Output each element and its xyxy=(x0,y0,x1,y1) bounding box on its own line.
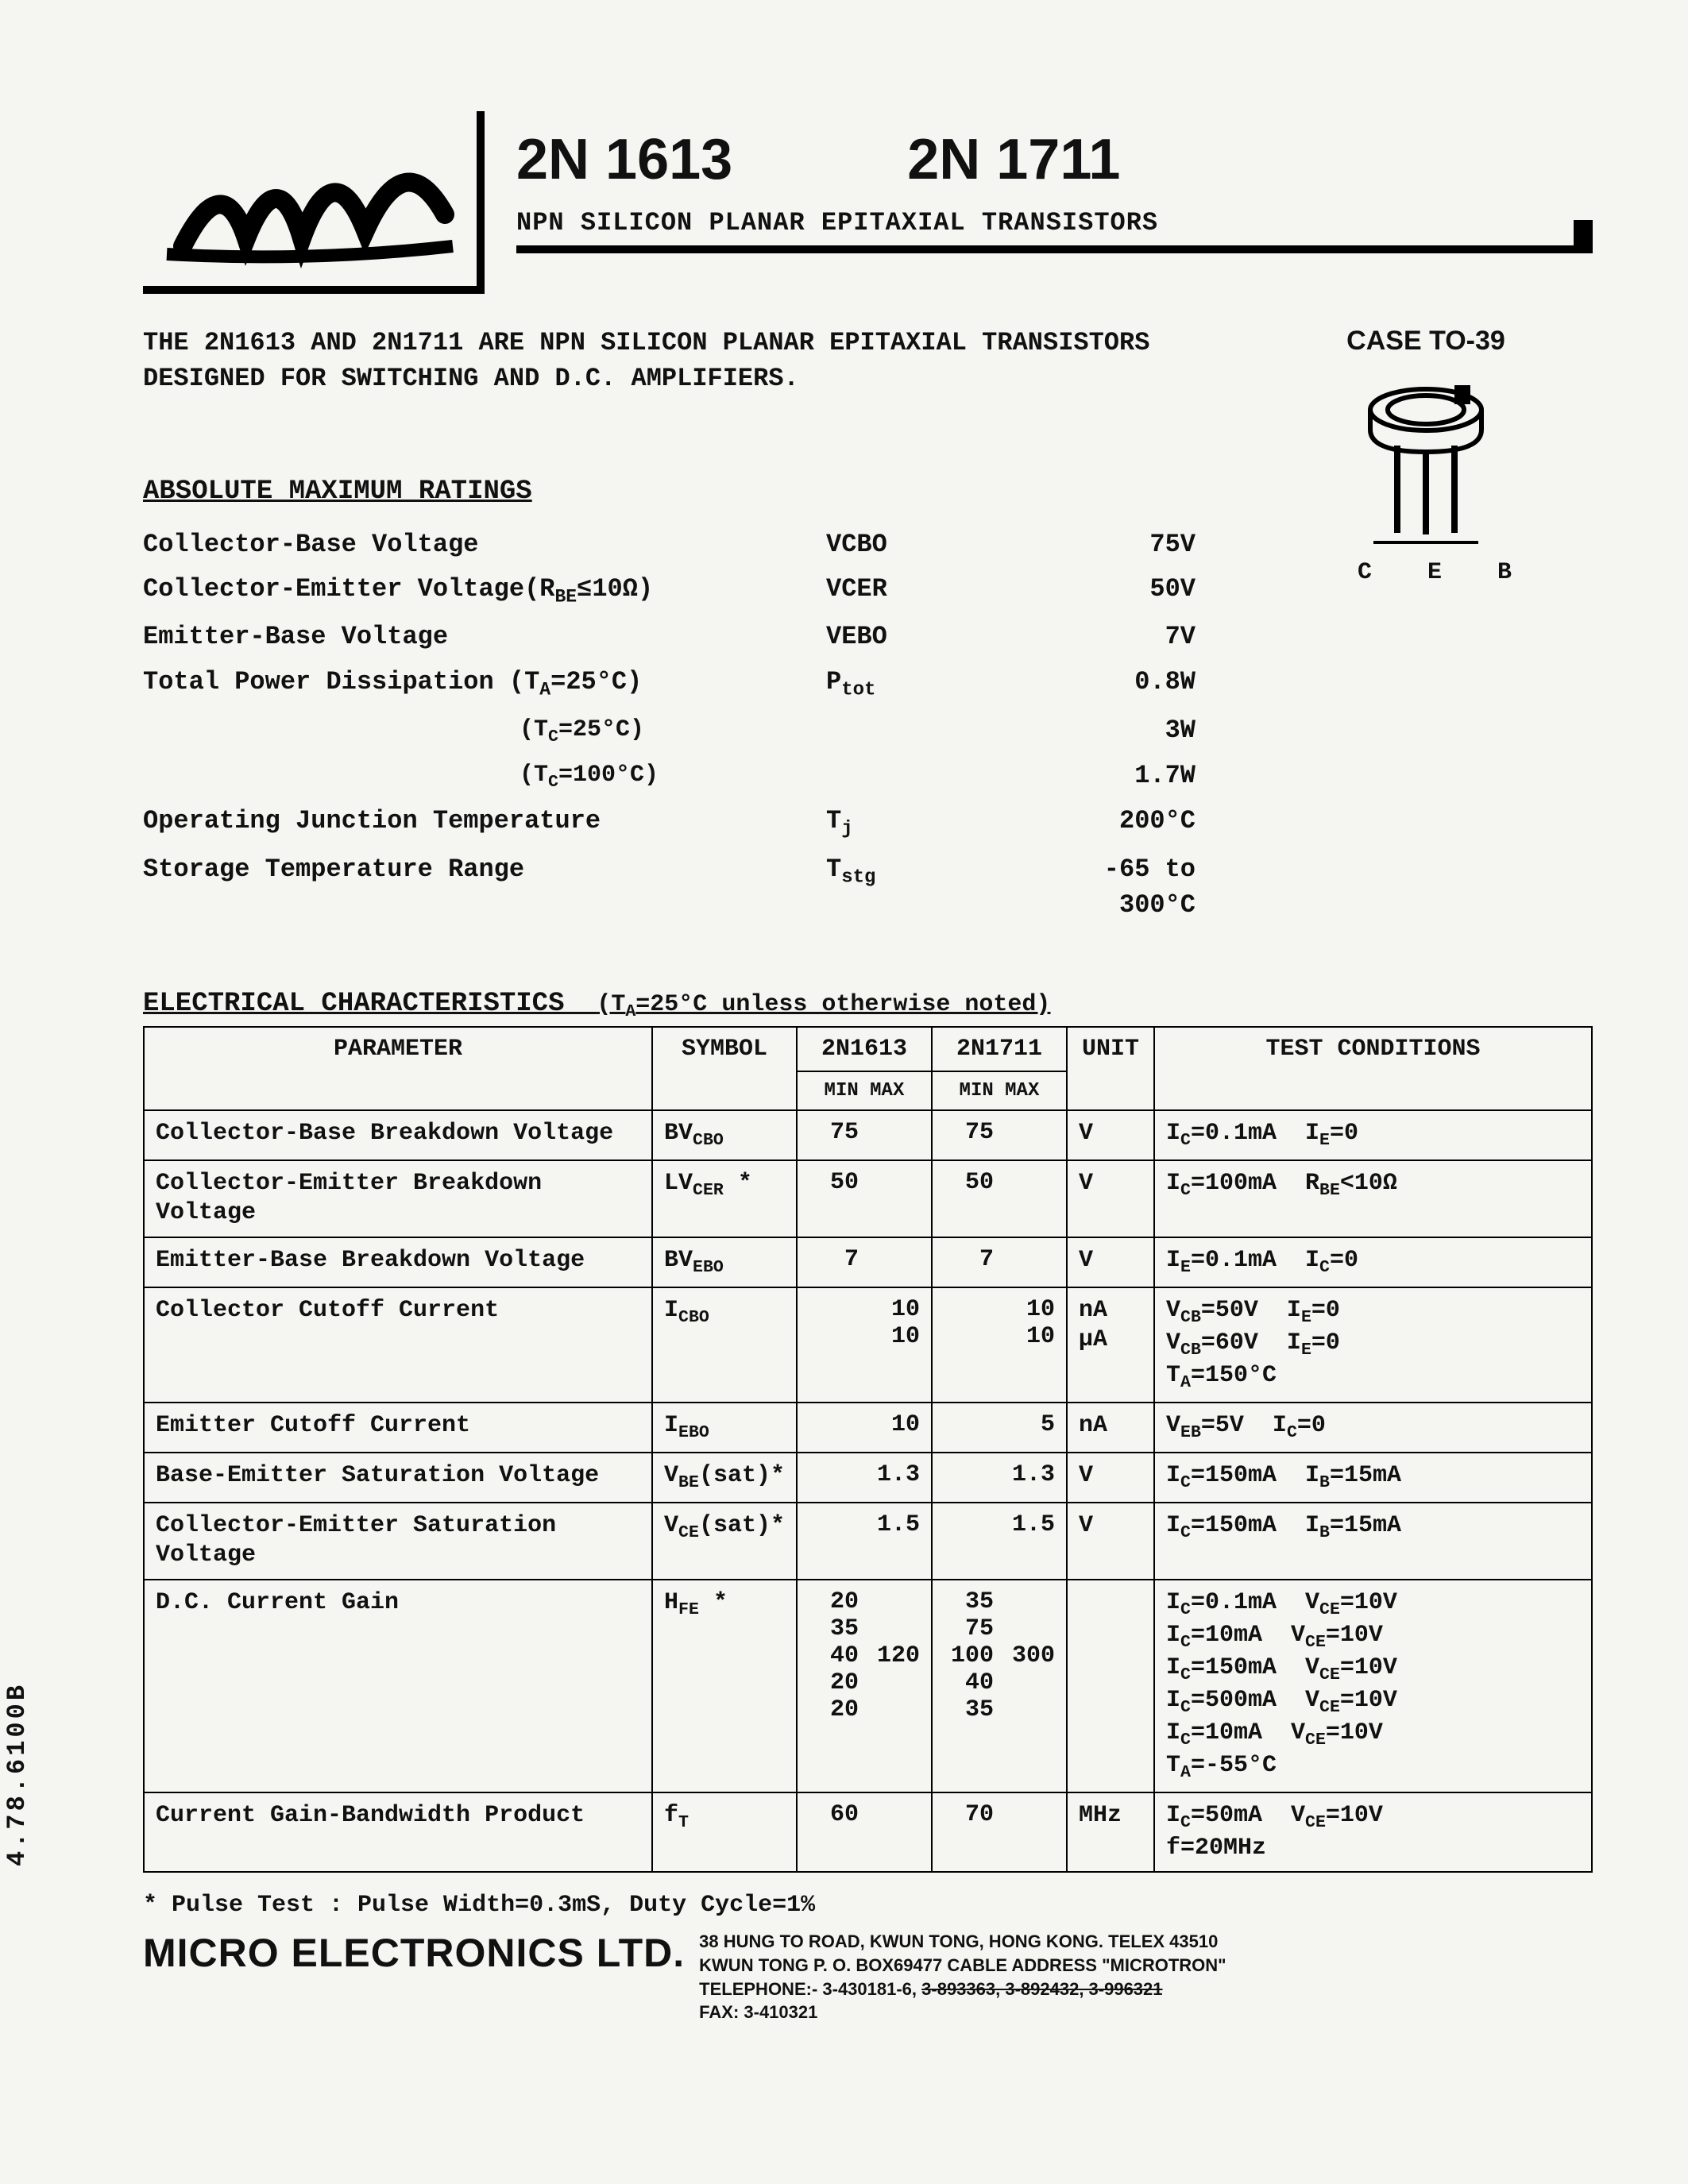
ratings-row: Collector-Base VoltageVCBO75V xyxy=(143,527,1227,563)
company-name: MICRO ELECTRONICS LTD. xyxy=(143,1930,685,1976)
pulse-test-footnote: * Pulse Test : Pulse Width=0.3mS, Duty C… xyxy=(143,1892,1593,1919)
logo-script-icon xyxy=(159,127,461,270)
ratings-title: ABSOLUTE MAXIMUM RATINGS xyxy=(143,477,1227,507)
subtitle: NPN SILICON PLANAR EPITAXIAL TRANSISTORS xyxy=(516,208,1593,237)
pin-labels: C E B xyxy=(1259,559,1593,586)
ratings-row: Collector-Emitter Voltage(RBE≤10Ω)VCER50… xyxy=(143,572,1227,610)
title-area: 2N 1613 2N 1711 NPN SILICON PLANAR EPITA… xyxy=(516,111,1593,253)
part-number-2: 2N 1711 xyxy=(907,127,1120,192)
th-unit: UNIT xyxy=(1067,1027,1154,1110)
ratings-row: Storage Temperature RangeTstg-65 to 300°… xyxy=(143,852,1227,924)
table-row: Base-Emitter Saturation VoltageVBE(sat)*… xyxy=(144,1453,1592,1503)
company-address: 38 HUNG TO ROAD, KWUN TONG, HONG KONG. T… xyxy=(699,1930,1226,2024)
footer: MICRO ELECTRONICS LTD. 38 HUNG TO ROAD, … xyxy=(143,1930,1593,2024)
th-2n1613: 2N1613 xyxy=(797,1027,932,1071)
title-rule xyxy=(516,245,1593,253)
table-header-row: PARAMETER SYMBOL 2N1613 2N1711 UNIT TEST… xyxy=(144,1027,1592,1071)
ratings-row: (TC=25°C)3W xyxy=(143,713,1227,749)
table-row: Collector-Emitter Saturation VoltageVCE(… xyxy=(144,1503,1592,1580)
intro-text: THE 2N1613 AND 2N1711 ARE NPN SILICON PL… xyxy=(143,326,1227,397)
th-minmax-1: MIN MAX xyxy=(797,1071,932,1110)
table-row: Collector Cutoff CurrentICBO10101010nAµA… xyxy=(144,1287,1592,1403)
upper-section: THE 2N1613 AND 2N1711 ARE NPN SILICON PL… xyxy=(143,326,1593,933)
table-row: D.C. Current GainHFE *203540202012035751… xyxy=(144,1580,1592,1792)
case-title: CASE TO-39 xyxy=(1259,326,1593,357)
header-row: 2N 1613 2N 1711 NPN SILICON PLANAR EPITA… xyxy=(143,111,1593,294)
th-minmax-2: MIN MAX xyxy=(932,1071,1067,1110)
part-number-1: 2N 1613 xyxy=(516,127,732,192)
characteristics-table: PARAMETER SYMBOL 2N1613 2N1711 UNIT TEST… xyxy=(143,1026,1593,1873)
transistor-icon xyxy=(1338,366,1513,549)
ratings-row: (TC=100°C)1.7W xyxy=(143,758,1227,794)
table-row: Current Gain-Bandwidth ProductfT6070MHzI… xyxy=(144,1792,1592,1872)
ratings-row: Emitter-Base VoltageVEBO7V xyxy=(143,619,1227,655)
ratings-row: Total Power Dissipation (TA=25°C)Ptot0.8… xyxy=(143,665,1227,704)
table-row: Collector-Emitter Breakdown VoltageLVCER… xyxy=(144,1160,1592,1237)
th-test-conditions: TEST CONDITIONS xyxy=(1154,1027,1592,1110)
ratings-list: Collector-Base VoltageVCBO75V Collector-E… xyxy=(143,527,1227,924)
characteristics-title: ELECTRICAL CHARACTERISTICS (TA=25°C unle… xyxy=(143,989,1593,1021)
table-row: Emitter Cutoff CurrentIEBO105nAVEB=5V IC… xyxy=(144,1403,1592,1453)
case-column: CASE TO-39 C E B xyxy=(1259,326,1593,933)
th-symbol: SYMBOL xyxy=(652,1027,797,1110)
company-logo xyxy=(143,111,485,294)
th-parameter: PARAMETER xyxy=(144,1027,652,1110)
table-row: Emitter-Base Breakdown VoltageBVEBO77VIE… xyxy=(144,1237,1592,1287)
th-2n1711: 2N1711 xyxy=(932,1027,1067,1071)
side-doc-code: 4.78.6100B xyxy=(2,1682,32,1866)
ratings-row: Operating Junction TemperatureTj200°C xyxy=(143,804,1227,843)
table-row: Collector-Base Breakdown VoltageBVCBO757… xyxy=(144,1110,1592,1160)
